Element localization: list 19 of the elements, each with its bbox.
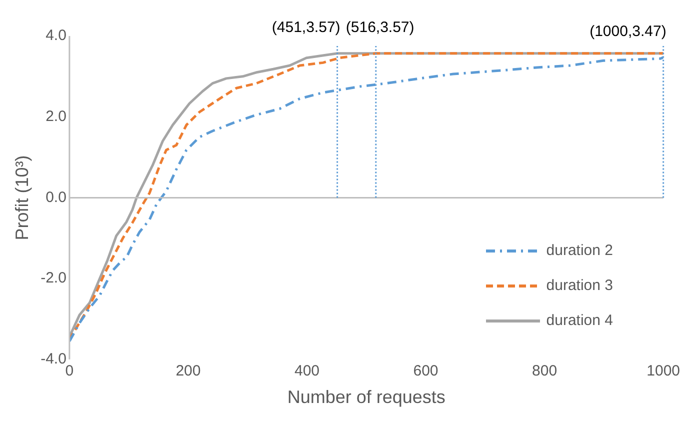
- x-tick-label: 200: [176, 362, 201, 380]
- x-tick-label: 0: [65, 362, 74, 380]
- legend-label: duration 4: [546, 312, 613, 329]
- annotation: (451,3.57): [272, 19, 340, 36]
- y-tick-label: -2.0: [40, 270, 66, 287]
- x-tick-label: 600: [413, 362, 438, 380]
- x-tick-label: 800: [532, 362, 558, 380]
- y-axis-title: Profit (10³): [12, 155, 32, 240]
- x-axis-title: Number of requests: [287, 387, 446, 408]
- y-tick-label: 0.0: [46, 188, 66, 206]
- y-tick-label: 2.0: [46, 108, 66, 125]
- x-tick-label: 1000: [646, 362, 680, 380]
- x-tick-label: 400: [294, 362, 320, 380]
- y-tick-label: -4.0: [40, 350, 66, 368]
- annotation: (1000,3.47): [590, 23, 666, 40]
- legend-label: duration 2: [546, 242, 613, 259]
- legend-label: duration 3: [546, 277, 613, 294]
- y-tick-label: 4.0: [46, 27, 66, 44]
- annotation: (516,3.57): [346, 19, 414, 36]
